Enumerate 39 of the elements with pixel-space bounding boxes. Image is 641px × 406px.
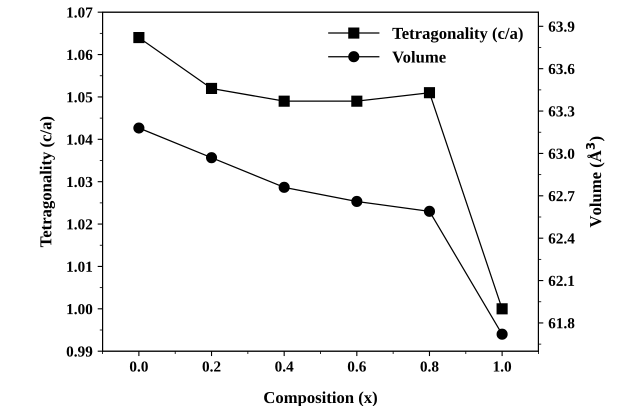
legend-label: Volume <box>392 50 446 63</box>
y-axis-title: Tetragonality (c/a) <box>40 116 55 248</box>
point <box>133 122 144 134</box>
y2-tick-label: 63.0 <box>548 148 574 159</box>
point <box>351 196 362 208</box>
point <box>278 182 290 193</box>
y2-tick-label: 61.8 <box>548 318 574 328</box>
point <box>424 87 436 98</box>
point <box>206 82 218 94</box>
y2-tick-label: 62.7 <box>548 190 575 202</box>
y-tick-label: 1.01 <box>67 262 92 272</box>
point <box>278 96 290 107</box>
point <box>206 152 218 164</box>
x-tick-label: 0.4 <box>275 361 294 372</box>
point <box>424 206 436 217</box>
y-tick-label: 1.05 <box>67 92 92 102</box>
y2-tick-label: 63.9 <box>548 21 574 32</box>
x-tick-label: 0.0 <box>130 361 148 372</box>
y2-tick-label: 63.6 <box>548 64 574 74</box>
y2-tick-label: 62.4 <box>548 233 575 244</box>
x-tick-label: 0.8 <box>420 361 439 372</box>
y2-axis-title: Volume (Å$^{3}$) <box>586 136 605 228</box>
y-tick-label: 1.06 <box>67 50 92 60</box>
point <box>496 328 508 340</box>
x-tick-label: 1.0 <box>494 361 512 372</box>
y-tick-label: 1.00 <box>67 304 92 314</box>
y2-tick-label: 63.3 <box>548 106 574 117</box>
y-tick-label: 1.04 <box>67 134 93 145</box>
point <box>496 303 508 314</box>
point <box>351 96 362 107</box>
x-tick-label: 0.2 <box>202 361 220 372</box>
x-tick-label: 0.6 <box>348 361 366 372</box>
legend-label: Tetragonality (c/a) <box>392 27 523 43</box>
y2-tick-label: 62.1 <box>548 276 574 286</box>
y-tick-label: 0.99 <box>66 346 92 357</box>
y-tick-label: 1.07 <box>67 7 92 18</box>
point <box>133 32 144 44</box>
y-tick-label: 1.03 <box>67 176 92 188</box>
y-tick-label: 1.02 <box>67 219 92 230</box>
